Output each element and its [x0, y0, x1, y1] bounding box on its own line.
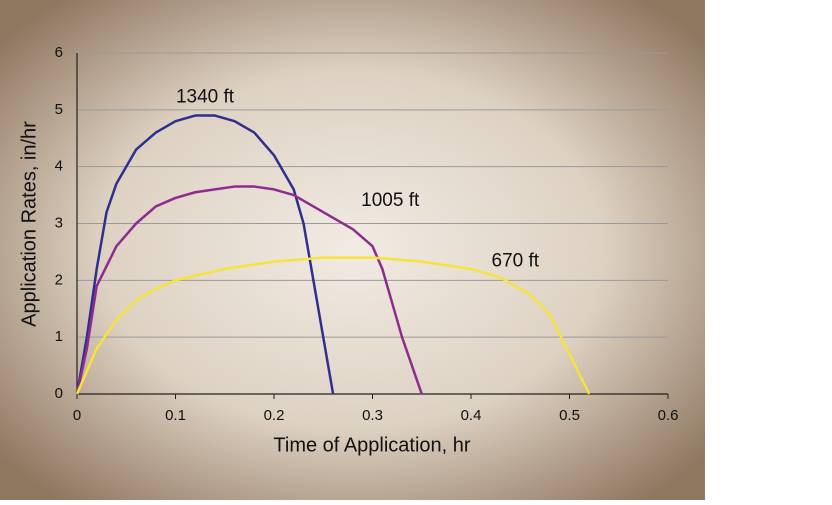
series-label: 1005 ft [361, 190, 420, 211]
series-line [75, 185, 423, 395]
y-tick-label: 1 [55, 328, 63, 345]
series-label: 670 ft [492, 251, 540, 272]
x-tick-label: 0.6 [658, 407, 679, 424]
y-axis-label: Application Rates, in/hr [18, 121, 40, 327]
series-line [75, 114, 335, 395]
series-label: 1340 ft [176, 86, 235, 107]
y-tick-label: 4 [55, 158, 63, 175]
x-tick-label: 0.2 [264, 407, 285, 424]
series-line [75, 256, 591, 395]
x-tick-label: 0.4 [461, 407, 482, 424]
y-tick-label: 3 [55, 214, 63, 231]
y-tick-label: 0 [55, 385, 63, 402]
y-tick-label: 2 [55, 271, 63, 288]
x-tick-label: 0 [73, 407, 81, 424]
y-tick-label: 5 [55, 101, 63, 118]
x-tick-label: 0.3 [362, 407, 383, 424]
x-tick-label: 0.5 [559, 407, 580, 424]
x-tick-label: 0.1 [165, 407, 186, 424]
background [0, 0, 705, 500]
y-tick-label: 6 [55, 44, 63, 61]
x-axis-label: Time of Application, hr [273, 434, 470, 456]
